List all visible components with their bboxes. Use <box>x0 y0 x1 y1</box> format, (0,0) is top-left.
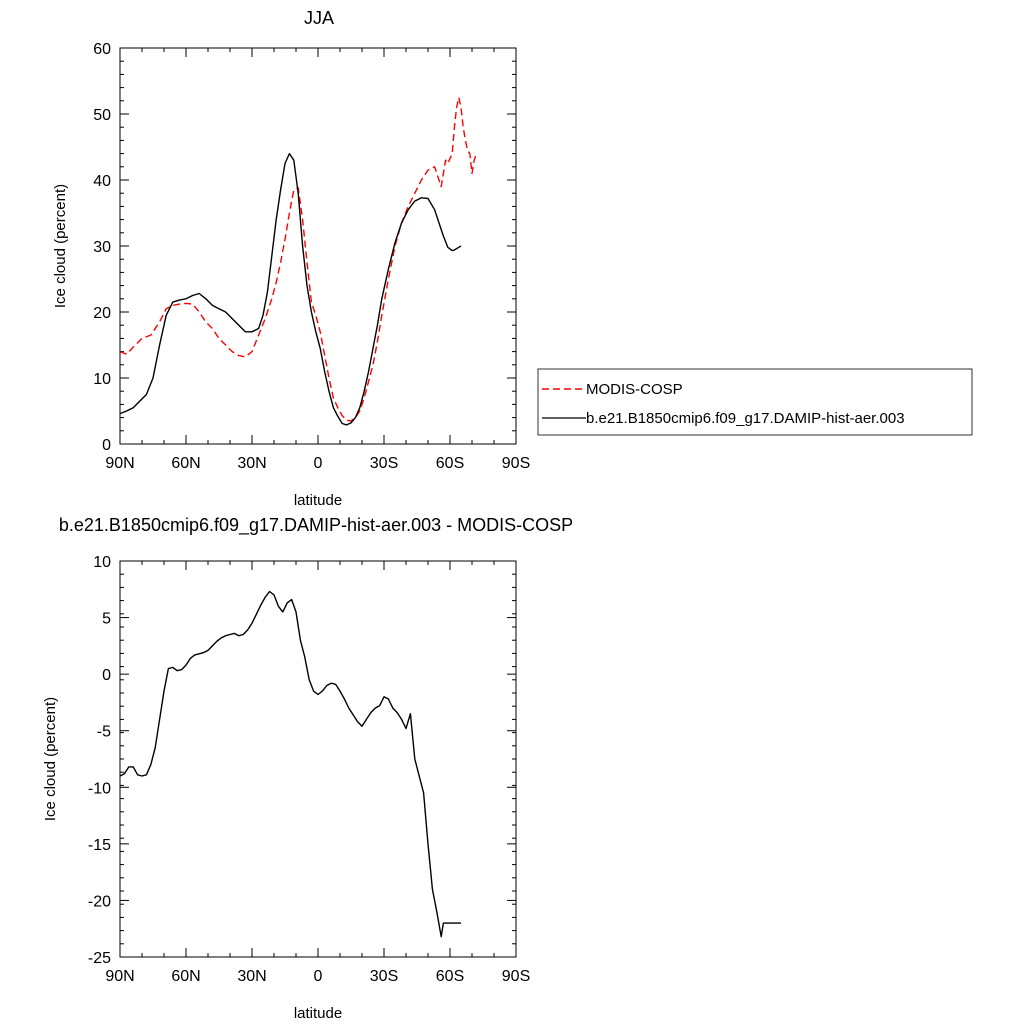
top-x-axis-label: latitude <box>294 492 342 509</box>
bottom-y-tick-label: 5 <box>102 611 111 628</box>
bottom-x-tick-label: 0 <box>314 968 323 985</box>
bottom-x-tick-label: 90N <box>105 968 134 985</box>
bottom-y-tick-label: 0 <box>102 667 111 684</box>
top-x-tick-label: 0 <box>314 455 323 472</box>
top-x-tick-label: 30S <box>370 455 398 472</box>
top-y-axis-label: Ice cloud (percent) <box>52 184 69 308</box>
top-series-line-0 <box>119 96 478 422</box>
top-x-tick-label: 90N <box>105 455 134 472</box>
bottom-x-tick-label: 60N <box>171 968 200 985</box>
legend-label-modis: MODIS-COSP <box>586 381 683 398</box>
bottom-y-tick-label: -25 <box>88 950 111 967</box>
bottom-y-axis-label: Ice cloud (percent) <box>42 697 59 821</box>
legend: MODIS-COSP b.e21.B1850cmip6.f09_g17.DAMI… <box>537 368 973 436</box>
bottom-y-tick-label: -20 <box>88 893 111 910</box>
top-series-line-1 <box>119 152 462 426</box>
bottom-plot-frame <box>119 560 517 958</box>
bottom-plot-area: 90N 60N 30N 0 30S 60S 90S 10 5 0 -5 -10 -15 -20 -25 <box>88 554 530 985</box>
top-plot-area: 90N 60N 30N 0 30S 60S 90S 0 10 20 30 40 50 60 <box>93 41 530 472</box>
top-plot-frame <box>119 47 517 445</box>
top-y-tick-label: 30 <box>93 239 111 256</box>
bottom-x-axis-label: latitude <box>294 1005 342 1022</box>
bottom-x-tick-label: 60S <box>436 968 464 985</box>
bottom-y-tick-label: -15 <box>88 837 111 854</box>
bottom-y-tick-label: -5 <box>97 724 111 741</box>
bottom-x-tick-label: 30S <box>370 968 398 985</box>
bottom-series-line-0 <box>119 590 461 938</box>
top-y-tick-label: 60 <box>93 41 111 58</box>
bottom-chart: b.e21.B1850cmip6.f09_g17.DAMIP-hist-aer.… <box>42 515 573 1022</box>
top-y-tick-label: 40 <box>93 173 111 190</box>
top-y-tick-label: 50 <box>93 107 111 124</box>
top-y-tick-label: 20 <box>93 305 111 322</box>
bottom-x-tick-label: 30N <box>237 968 266 985</box>
bottom-x-tick-label: 90S <box>502 968 530 985</box>
bottom-y-tick-label: -10 <box>88 780 111 797</box>
legend-box <box>537 368 973 436</box>
legend-label-model: b.e21.B1850cmip6.f09_g17.DAMIP-hist-aer.… <box>586 410 905 427</box>
top-y-tick-label: 10 <box>93 371 111 388</box>
top-chart: JJA 90N 60N 30N 0 30S 60S 90S 0 10 20 30 40 50 60 lat… <box>52 8 530 509</box>
top-x-tick-label: 60S <box>436 455 464 472</box>
top-x-tick-label: 30N <box>237 455 266 472</box>
top-y-tick-label: 0 <box>102 437 111 454</box>
bottom-y-tick-label: 10 <box>93 554 111 571</box>
top-chart-title: JJA <box>304 8 334 28</box>
top-x-tick-label: 60N <box>171 455 200 472</box>
bottom-chart-title: b.e21.B1850cmip6.f09_g17.DAMIP-hist-aer.… <box>59 515 573 536</box>
top-x-tick-label: 90S <box>502 455 530 472</box>
